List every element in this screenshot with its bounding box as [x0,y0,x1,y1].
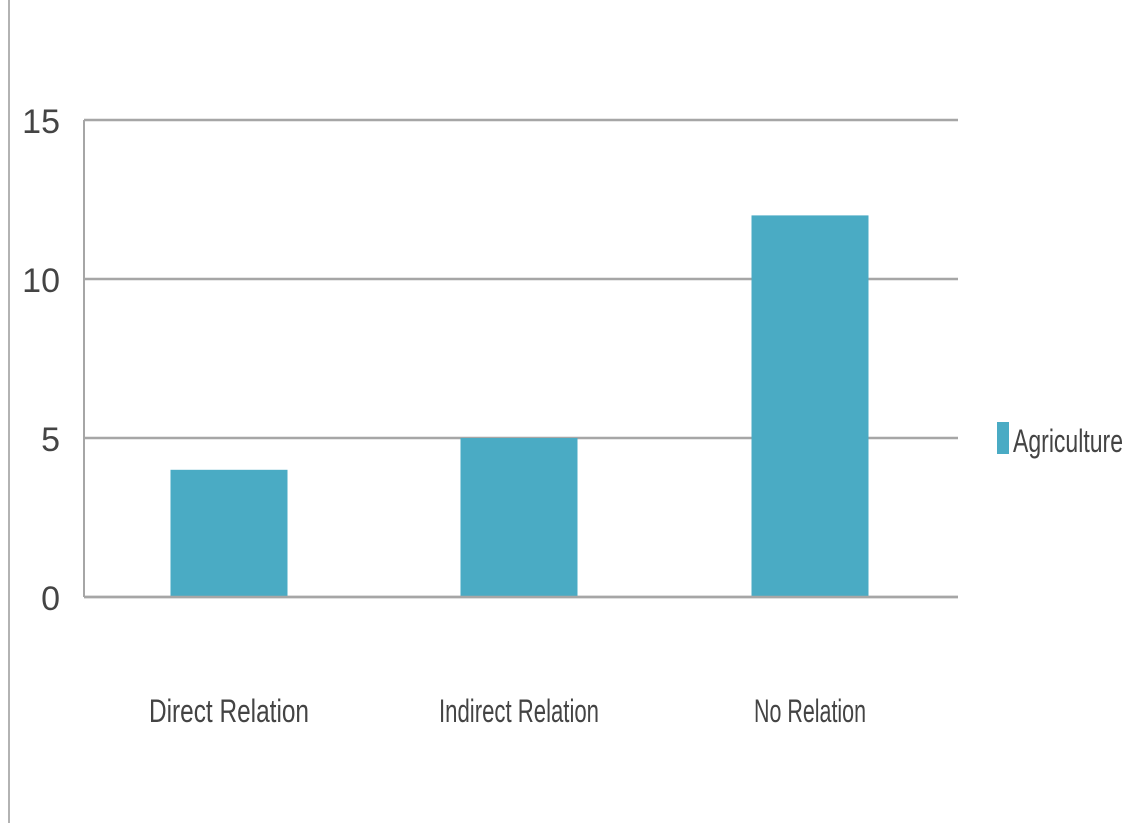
y-axis-tick-labels: 0 5 10 15 [22,103,60,618]
y-tick-label-5: 5 [41,421,60,459]
category-label-direct-relation: Direct Relation [149,693,309,729]
category-label-indirect-relation: Indirect Relation [439,693,599,729]
y-tick-label-10: 10 [22,262,60,300]
bar-no-relation [752,215,869,597]
bar-indirect-relation [461,438,578,597]
legend-swatch [997,422,1009,454]
legend-label: Agriculture [1013,423,1123,459]
bar-direct-relation [171,470,288,597]
category-label-no-relation: No Relation [754,693,866,729]
y-tick-label-0: 0 [41,580,60,618]
y-tick-label-15: 15 [22,103,60,141]
legend: Agriculture [997,422,1123,459]
bars [84,215,958,597]
x-axis-category-labels: Direct Relation Indirect Relation No Relat… [149,693,866,729]
